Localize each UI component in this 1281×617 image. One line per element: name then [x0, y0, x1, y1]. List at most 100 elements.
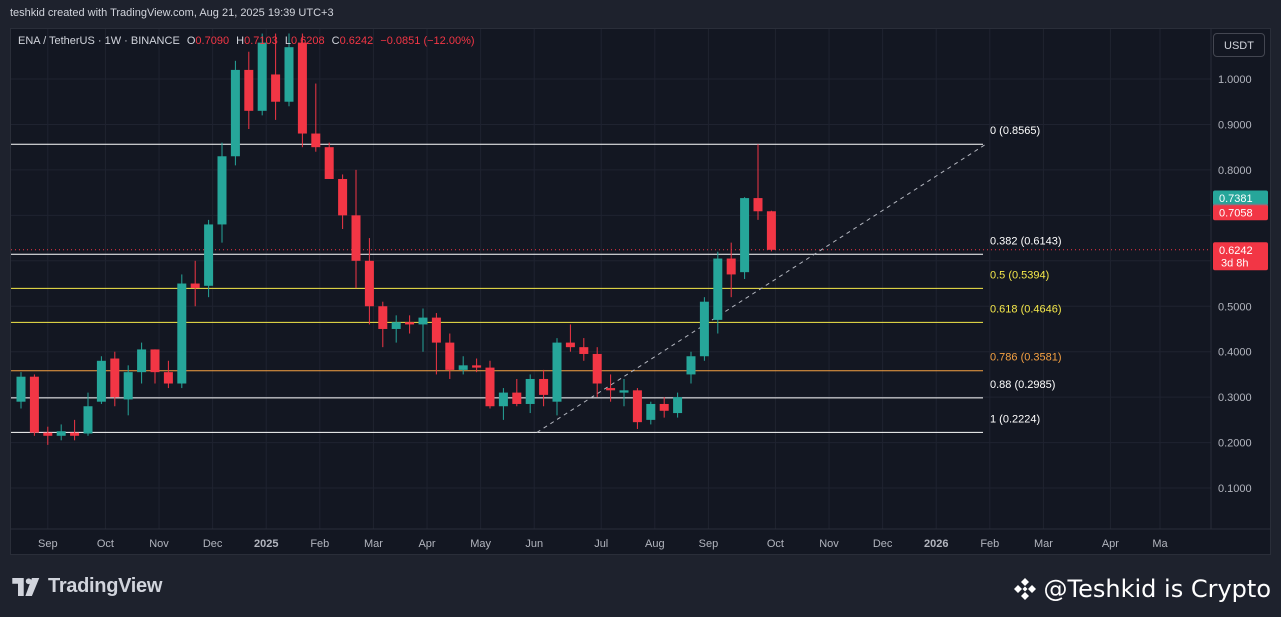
candle-body — [592, 353, 602, 384]
chart-panel[interactable]: 0 (0.8565) 0.382 (0.6143) 0.5 (0.5394) 0.61… — [10, 28, 1271, 555]
fib-level-label: 0.5 (0.5394) — [990, 269, 1049, 281]
candle-body — [740, 198, 750, 273]
fib-level-label: 0 (0.8565) — [990, 125, 1040, 137]
time-tick-label: Oct — [97, 538, 114, 550]
price-axis-bg — [1211, 29, 1270, 529]
close-label: C — [331, 35, 340, 47]
candle-body — [311, 133, 321, 148]
candle-body — [686, 356, 696, 375]
candle-body — [56, 431, 66, 436]
candle-body — [297, 42, 307, 134]
candle-body — [364, 260, 374, 307]
creator-caption: teshkid created with TradingView.com, Au… — [10, 7, 334, 19]
fib-level-label: 0.786 (0.3581) — [990, 352, 1062, 364]
close-value: 0.6242 — [339, 35, 374, 47]
time-tick-label: Sep — [38, 538, 58, 550]
candle-body — [565, 342, 575, 348]
candle-body — [83, 406, 93, 434]
plot-background — [11, 29, 1270, 554]
candle-body — [230, 69, 240, 157]
price-tick-label: 0.2000 — [1218, 438, 1252, 450]
time-tick-label: Aug — [645, 538, 665, 550]
candle-body — [512, 392, 522, 404]
candle-body — [70, 432, 80, 436]
symbol-name: ENA / TetherUS · 1W · BINANCE — [18, 35, 180, 47]
candle-body — [351, 215, 361, 261]
fib-level-label: 0.382 (0.6143) — [990, 235, 1062, 247]
time-tick-label: Apr — [1102, 538, 1119, 550]
watermark-text: @Teshkid is Crypto — [1043, 575, 1271, 603]
low-label: L — [284, 35, 291, 47]
author-watermark: @Teshkid is Crypto — [1012, 575, 1271, 603]
open-value: 0.7090 — [195, 35, 230, 47]
candle-body — [391, 322, 401, 329]
footer-bar: TradingView @Teshkid is Crypto — [0, 555, 1281, 617]
candlestick-chart[interactable]: 0 (0.8565) 0.382 (0.6143) 0.5 (0.5394) 0.61… — [11, 29, 1270, 554]
candle-body — [632, 390, 642, 423]
price-axis-marker-text: 0.7381 — [1219, 193, 1253, 205]
candle-body — [539, 378, 549, 395]
candle-body — [324, 147, 334, 179]
candle-body — [204, 224, 214, 286]
time-tick-label: May — [470, 538, 491, 550]
price-tick-label: 0.9000 — [1218, 119, 1252, 131]
fib-level-label: 0.618 (0.4646) — [990, 303, 1062, 315]
time-tick-label: 2026 — [924, 538, 948, 550]
candle-body — [137, 349, 147, 373]
tradingview-logo[interactable]: TradingView — [12, 575, 162, 598]
price-axis-marker — [1213, 205, 1268, 221]
symbol-legend: ENA / TetherUS · 1W · BINANCE O0.7090 H0… — [18, 35, 475, 47]
price-axis-marker — [1213, 242, 1268, 271]
candle-body — [190, 283, 200, 289]
candle-body — [431, 317, 441, 343]
candle-body — [472, 365, 482, 368]
price-tick-label: 0.5000 — [1218, 301, 1252, 313]
candle-body — [646, 403, 656, 420]
time-tick-label: Nov — [819, 538, 839, 550]
tradingview-logo-icon — [12, 577, 40, 596]
candle-body — [726, 258, 736, 275]
candle-body — [552, 342, 562, 402]
candle-body — [150, 349, 160, 373]
price-axis-marker-text: 0.7058 — [1219, 208, 1253, 220]
candle-body — [458, 365, 468, 370]
price-tick-label: 1.0000 — [1218, 74, 1252, 86]
candle-body — [96, 360, 106, 402]
time-tick-label: Nov — [149, 538, 169, 550]
time-tick-label: Dec — [203, 538, 223, 550]
candle-body — [257, 42, 267, 111]
candle-body — [498, 392, 508, 407]
candle-body — [485, 367, 495, 407]
candle-body — [29, 376, 39, 433]
currency-unit-button[interactable]: USDT — [1213, 33, 1265, 57]
candle-body — [766, 211, 776, 250]
candle-body — [619, 390, 629, 393]
time-tick-label: Dec — [873, 538, 893, 550]
time-tick-label: Mar — [1034, 538, 1053, 550]
price-tick-label: 0.1000 — [1218, 483, 1252, 495]
time-tick-label: Sep — [699, 538, 719, 550]
top-bar: teshkid created with TradingView.com, Au… — [0, 0, 1281, 28]
candle-body — [525, 378, 535, 404]
candle-body — [418, 317, 428, 325]
price-axis-marker — [1213, 190, 1268, 206]
time-tick-label: Feb — [980, 538, 999, 550]
time-tick-label: Jun — [525, 538, 543, 550]
change-value: −0.0851 (−12.00%) — [380, 35, 475, 47]
time-tick-label: Jul — [594, 538, 608, 550]
tradingview-logo-text: TradingView — [48, 575, 163, 597]
price-axis-marker-text: 0.6242 — [1219, 245, 1253, 257]
time-tick-label: Mar — [364, 538, 383, 550]
price-tick-label: 0.3000 — [1218, 392, 1252, 404]
candle-body — [606, 388, 616, 391]
time-tick-label: Oct — [767, 538, 784, 550]
low-value: 0.6208 — [290, 35, 325, 47]
candle-body — [673, 397, 683, 414]
candle-body — [659, 403, 669, 411]
binance-icon — [1013, 578, 1036, 600]
candle-body — [378, 306, 388, 329]
candle-body — [579, 347, 589, 354]
time-tick-label: Feb — [310, 538, 329, 550]
price-axis-marker-subtext: 3d 8h — [1221, 257, 1249, 269]
high-value: 0.7103 — [244, 35, 278, 47]
